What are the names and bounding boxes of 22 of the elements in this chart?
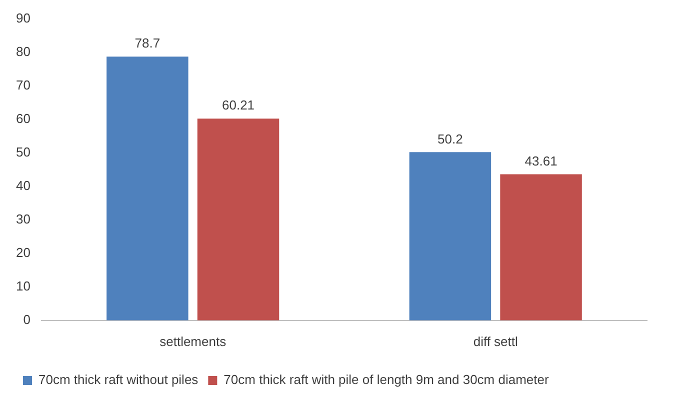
- y-tick-label: 40: [16, 178, 30, 193]
- data-label: 60.21: [222, 98, 255, 113]
- y-tick-label: 20: [16, 244, 30, 260]
- y-tick-label: 80: [16, 44, 30, 59]
- bar: [197, 118, 280, 320]
- y-tick-label: 30: [16, 211, 30, 226]
- data-label: 50.2: [438, 131, 463, 146]
- x-tick-label: diff settl: [473, 334, 518, 349]
- y-tick-label: 70: [16, 77, 30, 92]
- bar: [409, 152, 492, 320]
- bar: [500, 174, 582, 320]
- y-tick-label: 90: [16, 10, 30, 26]
- y-tick-label: 10: [16, 278, 30, 294]
- x-tick-label: settlements: [160, 334, 227, 349]
- y-tick-label: 60: [16, 110, 30, 126]
- data-label: 43.61: [524, 153, 558, 168]
- legend-label: 70cm thick raft with pile of length 9m and 30cm diameter: [224, 372, 550, 388]
- bar: [106, 56, 188, 320]
- y-tick-label: 0: [23, 312, 30, 327]
- data-label: 78.7: [134, 36, 160, 51]
- y-tick-label: 50: [16, 144, 30, 160]
- legend-label: 70cm thick raft without piles: [38, 372, 199, 388]
